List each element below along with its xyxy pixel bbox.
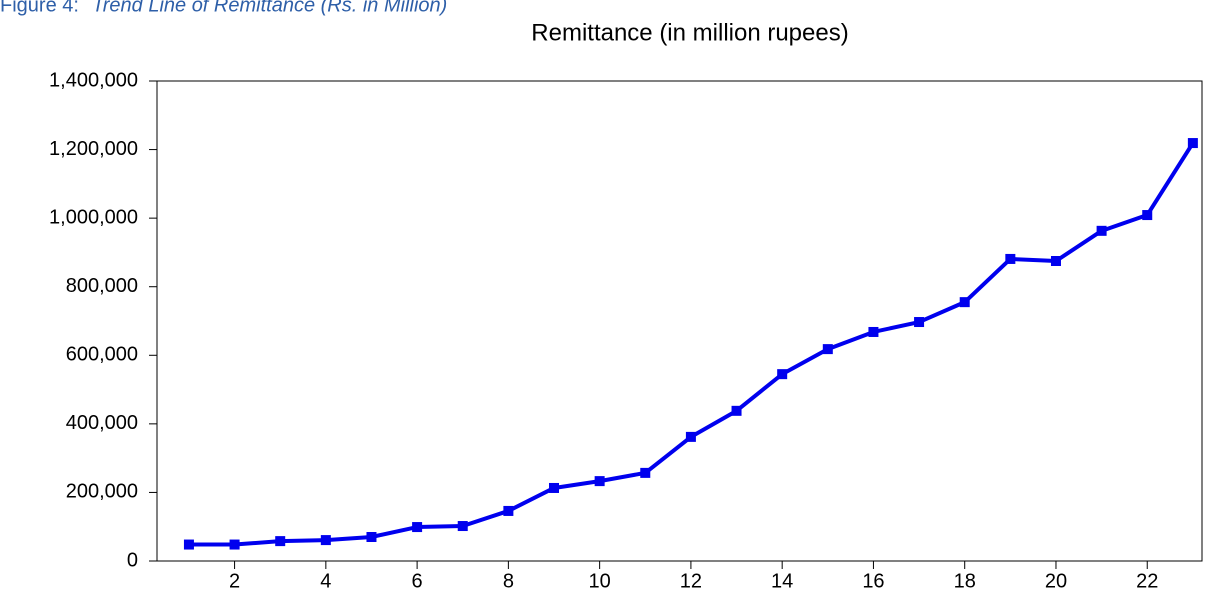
point-marker — [640, 467, 651, 478]
x-tick-label: 22 — [1136, 570, 1158, 592]
y-tick-label: 1,200,000 — [49, 138, 138, 160]
point-marker — [229, 539, 240, 550]
x-tick-label: 20 — [1045, 570, 1067, 592]
point-marker — [914, 317, 925, 328]
point-marker — [685, 431, 696, 442]
point-marker — [731, 405, 742, 416]
point-marker — [959, 297, 970, 308]
y-tick-label: 600,000 — [66, 344, 138, 366]
y-tick-label: 0 — [127, 549, 138, 571]
point-marker — [822, 344, 833, 355]
point-marker — [503, 505, 514, 516]
point-marker — [1142, 210, 1153, 221]
x-tick-label: 8 — [503, 570, 514, 592]
point-marker — [1005, 253, 1016, 264]
x-tick-label: 14 — [771, 570, 793, 592]
x-tick-label: 16 — [862, 570, 884, 592]
series-line — [188, 141, 1195, 547]
point-marker — [275, 536, 286, 547]
point-marker — [1050, 256, 1061, 266]
y-tick-label: 1,000,000 — [49, 206, 138, 228]
chart-title: Remittance (in million rupees) — [531, 19, 848, 46]
point-marker — [1187, 138, 1198, 149]
x-tick-label: 2 — [229, 570, 240, 592]
point-marker — [320, 535, 331, 546]
point-marker — [412, 522, 423, 533]
y-tick-label: 1,400,000 — [49, 69, 138, 91]
point-marker — [777, 369, 788, 380]
plot-frame — [156, 80, 1203, 562]
y-tick-label: 400,000 — [66, 412, 138, 434]
point-marker — [868, 326, 879, 337]
point-marker — [366, 532, 377, 542]
x-tick-label: 12 — [680, 570, 702, 592]
x-tick-label: 4 — [320, 570, 331, 592]
point-marker — [549, 482, 560, 493]
caption-text: Trend Line of Remittance (Rs. in Million… — [92, 0, 447, 16]
x-tick-label: 10 — [589, 570, 611, 592]
x-tick-label: 18 — [954, 570, 976, 592]
point-marker — [594, 476, 605, 487]
point-marker — [457, 521, 468, 532]
y-tick-label: 800,000 — [66, 275, 138, 297]
x-tick-label: 6 — [412, 570, 423, 592]
point-marker — [183, 539, 194, 550]
point-marker — [1096, 225, 1107, 236]
y-tick-label: 200,000 — [66, 481, 138, 503]
caption-label: Figure 4: — [0, 0, 79, 16]
